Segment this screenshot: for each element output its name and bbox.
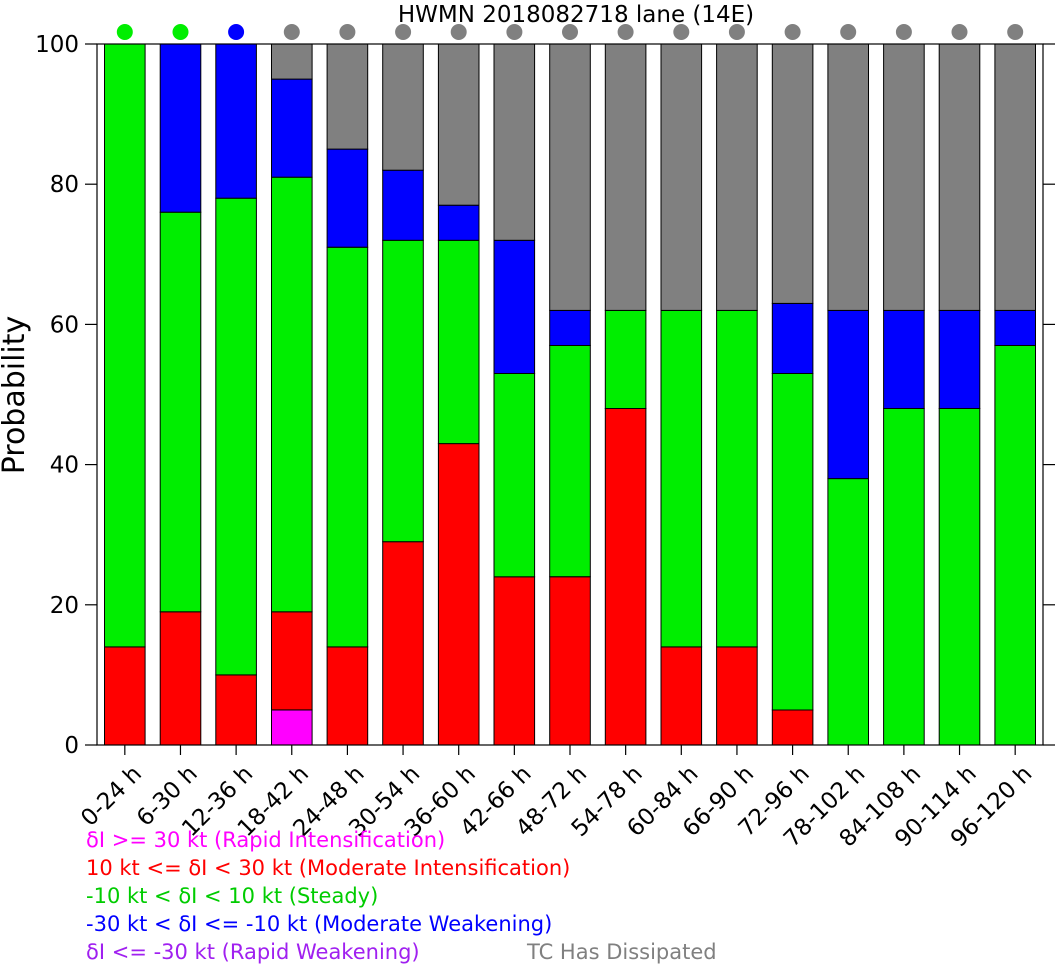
bar-segment-2-2: [215, 197, 257, 676]
bar-segment-3-3: [271, 78, 313, 178]
indicator-dot-0: [116, 24, 133, 40]
bar-segment-2-14: [883, 408, 925, 746]
bar-segment-3-5: [382, 169, 424, 241]
bar-segment-3-15: [938, 309, 981, 409]
bar-segment-3-1: [159, 43, 202, 213]
bar-segment-1-10: [660, 646, 703, 746]
bar-segment-1-6: [437, 443, 480, 746]
bar-segment-5-16: [994, 43, 1037, 311]
bar-segment-5-11: [716, 43, 758, 311]
legend-entry-moderate-intensification: 10 kt <= δI < 30 kt (Moderate Intensific…: [86, 856, 571, 880]
indicator-dot-7: [506, 24, 523, 40]
bar-segment-1-7: [493, 576, 536, 746]
chart-title: HWMN 2018082718 lane (14E): [398, 2, 754, 28]
indicator-dots: [116, 24, 1024, 40]
bar-segment-2-9: [604, 309, 647, 409]
bar-segment-2-15: [938, 408, 981, 746]
bar-segment-3-14: [883, 309, 925, 409]
bar-segment-0-3: [271, 709, 313, 746]
bar-segment-1-12: [771, 709, 814, 746]
bar-segment-1-2: [215, 674, 257, 746]
indicator-dot-1: [172, 24, 189, 40]
y-tick-label-4: 80: [50, 172, 79, 198]
bar-segment-1-3: [271, 611, 313, 711]
legend-entry-dissipated: TC Has Dissipated: [527, 940, 717, 964]
indicator-dot-3: [283, 24, 300, 40]
legend-entry-rapid-intensification: δI >= 30 kt (Rapid Intensification): [86, 828, 446, 852]
x-tick-label-0: 0-24 h: [76, 761, 147, 832]
bar-segment-1-0: [104, 646, 146, 746]
bar-segment-5-4: [326, 43, 369, 150]
legend: δI >= 30 kt (Rapid Intensification) 10 k…: [86, 826, 570, 966]
bar-segment-3-12: [771, 302, 814, 374]
indicator-dot-12: [784, 24, 801, 40]
bar-segment-1-4: [326, 646, 369, 746]
legend-entry-moderate-weakening: -30 kt < δI <= -10 kt (Moderate Weakenin…: [86, 912, 553, 936]
bar-segment-2-0: [104, 43, 146, 648]
bar-segment-1-11: [716, 646, 758, 746]
y-axis-label: Probability: [0, 316, 32, 475]
y-tick-label-1: 20: [50, 593, 79, 619]
bar-segment-2-6: [437, 239, 480, 445]
bar-segment-1-9: [604, 408, 647, 746]
bar-segment-2-7: [493, 373, 536, 578]
bar-segment-3-7: [493, 239, 536, 374]
bar-segment-3-16: [994, 309, 1037, 346]
bar-segment-2-5: [382, 239, 424, 543]
bar-segment-2-11: [716, 309, 758, 648]
indicator-dot-11: [728, 24, 745, 40]
legend-entry-rapid-weakening: δI <= -30 kt (Rapid Weakening): [86, 940, 420, 964]
bar-segment-5-12: [771, 43, 814, 304]
y-tick-label-5: 100: [35, 32, 79, 58]
indicator-dot-10: [673, 24, 690, 40]
bar-segment-1-5: [382, 541, 424, 746]
bar-segment-3-4: [326, 148, 369, 248]
bar-segment-3-2: [215, 43, 257, 199]
legend-entry-steady: -10 kt < δI < 10 kt (Steady): [86, 884, 379, 908]
bar-segment-2-8: [549, 344, 591, 578]
bar-segment-2-1: [159, 211, 202, 613]
indicator-dot-9: [617, 24, 634, 40]
bars-layer: [104, 43, 1037, 746]
bar-segment-5-13: [827, 43, 870, 311]
bar-segment-1-8: [549, 576, 591, 746]
bar-segment-5-7: [493, 43, 536, 241]
bar-segment-2-4: [326, 246, 369, 648]
bar-segment-2-10: [660, 309, 703, 648]
bar-segment-5-5: [382, 43, 424, 171]
bar-segment-5-15: [938, 43, 981, 311]
bar-segment-2-12: [771, 373, 814, 711]
bar-segment-5-3: [271, 43, 313, 80]
indicator-dot-4: [339, 24, 356, 40]
y-tick-label-3: 60: [50, 312, 79, 338]
bar-segment-5-10: [660, 43, 703, 311]
bar-segment-2-13: [827, 478, 870, 746]
indicator-dot-15: [951, 24, 968, 40]
bar-segment-5-14: [883, 43, 925, 311]
bar-segment-1-1: [159, 611, 202, 746]
indicator-dot-14: [895, 24, 912, 40]
bar-segment-5-9: [604, 43, 647, 311]
indicator-dot-16: [1007, 24, 1024, 40]
bar-segment-5-6: [437, 43, 480, 206]
bar-segment-3-13: [827, 309, 870, 480]
y-tick-label-2: 40: [50, 453, 79, 479]
bar-segment-2-3: [271, 176, 313, 613]
indicator-dot-2: [228, 24, 245, 40]
bar-segment-3-8: [549, 309, 591, 346]
bar-segment-3-6: [437, 204, 480, 241]
indicator-dot-5: [395, 24, 412, 40]
bar-segment-2-16: [994, 344, 1037, 746]
indicator-dot-8: [562, 24, 578, 40]
bar-segment-5-8: [549, 43, 591, 311]
y-tick-label-0: 0: [64, 733, 79, 759]
indicator-dot-13: [840, 24, 857, 40]
indicator-dot-6: [450, 24, 467, 40]
